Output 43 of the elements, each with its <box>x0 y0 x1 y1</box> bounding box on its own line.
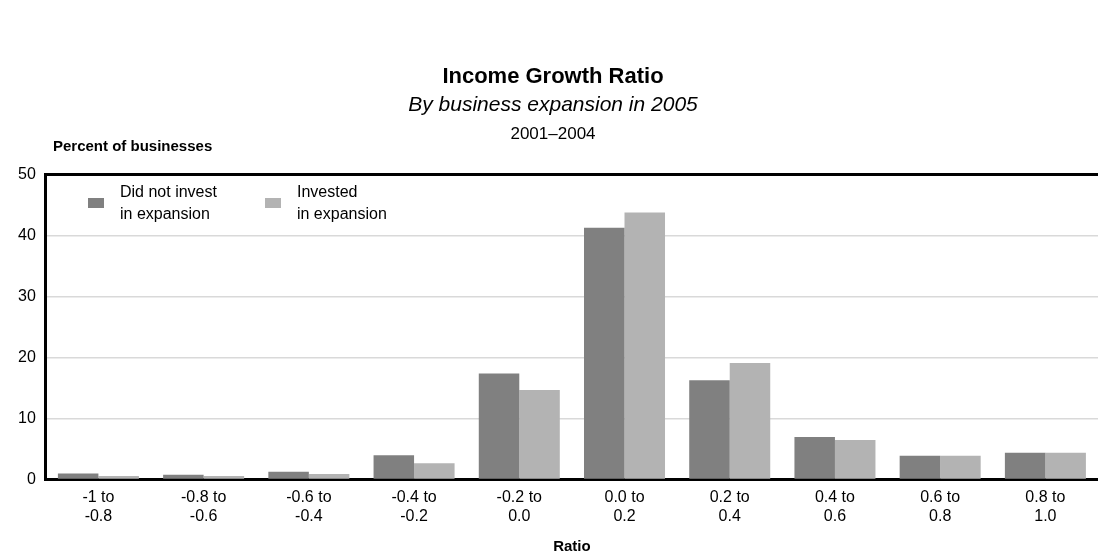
x-tick-label: 0.6 to 0.8 <box>920 487 961 524</box>
y-tick-label: 20 <box>18 348 36 366</box>
bar <box>98 475 139 479</box>
bar <box>689 380 730 479</box>
y-tick-label: 10 <box>18 409 36 427</box>
bar <box>519 389 560 479</box>
x-tick-label: -0.2 to 0.0 <box>496 487 543 524</box>
y-tick-label: 30 <box>18 287 36 305</box>
bar <box>373 455 415 479</box>
bar <box>940 455 981 479</box>
bar <box>203 475 245 479</box>
x-tick-label: -0.8 to -0.6 <box>180 487 227 524</box>
bar <box>729 363 771 479</box>
y-tick-label: 50 <box>18 165 36 183</box>
chart-title: Income Growth Ratio <box>441 62 665 90</box>
bar <box>268 471 309 479</box>
x-tick-label: 0.8 to 1.0 <box>1025 487 1066 524</box>
bar <box>163 474 204 479</box>
x-tick-label: -0.6 to -0.4 <box>286 487 332 524</box>
x-tick-label: 0.4 to 0.6 <box>814 487 856 524</box>
y-tick-label: 40 <box>18 226 36 244</box>
bar <box>584 227 625 479</box>
bar <box>414 463 455 479</box>
x-tick-label: -0.4 to -0.2 <box>391 487 437 524</box>
bar <box>834 439 876 479</box>
bar <box>624 212 666 479</box>
bar <box>899 455 941 479</box>
x-tick-label: 0.0 to 0.2 <box>604 487 645 524</box>
bar <box>308 474 350 479</box>
bar <box>478 373 520 479</box>
bar <box>794 436 835 479</box>
bar <box>1045 452 1086 479</box>
x-tick-label: 0.2 to 0.4 <box>709 487 750 524</box>
x-axis-title: Ratio <box>553 537 591 555</box>
x-tick-label: -1 to -0.8 <box>82 487 115 524</box>
bar <box>57 473 99 479</box>
chart-subtitle: By business expansion in 2005 <box>407 91 699 117</box>
y-axis-title: Percent of businesses <box>53 137 213 154</box>
legend-label: Invested in expansion <box>296 182 387 224</box>
legend-label: Did not invest in expansion <box>120 182 217 224</box>
bar <box>1004 452 1046 479</box>
y-tick-label: 0 <box>26 470 36 488</box>
text: 2001–2004 <box>510 124 596 143</box>
